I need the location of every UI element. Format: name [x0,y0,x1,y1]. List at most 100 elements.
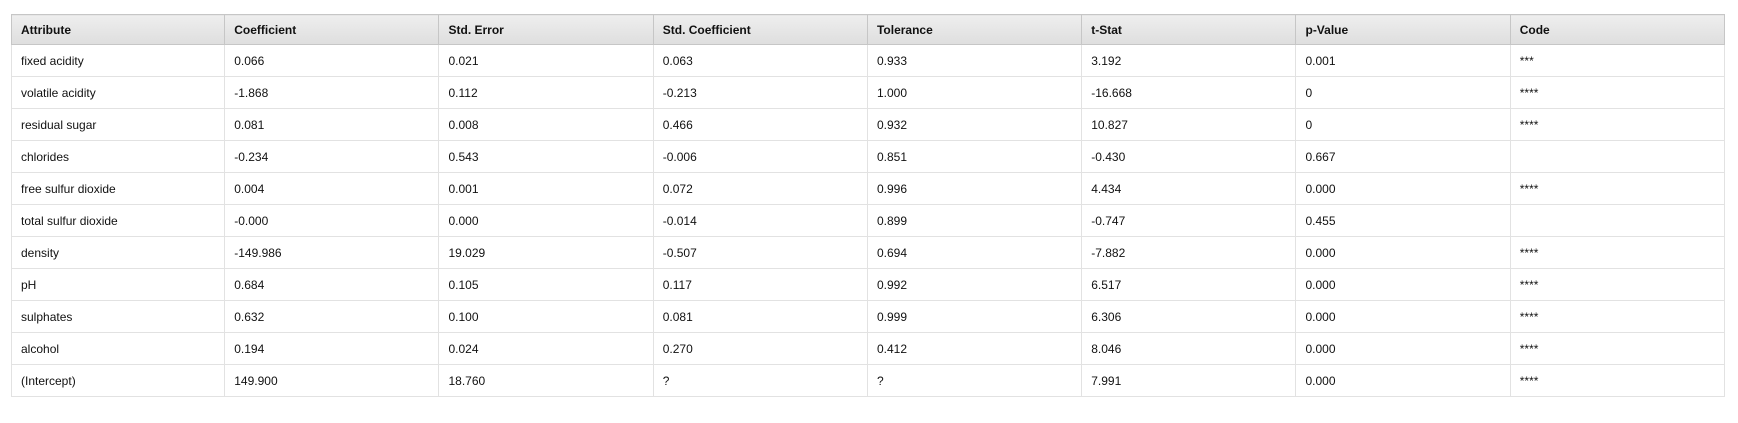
table-row[interactable]: pH 0.684 0.105 0.117 0.992 6.517 0.000 **** [10,268,1726,301]
tolerance-cell: 0.412 [866,332,1083,365]
column-header-std-error[interactable]: Std. Error [438,14,654,45]
p-value-cell: 0 [1295,108,1511,141]
column-header-coefficient[interactable]: Coefficient [224,14,440,45]
p-value-cell: 0.000 [1295,172,1511,205]
p-value-cell: 0.000 [1295,268,1511,301]
t-stat-cell: 6.306 [1081,300,1297,333]
attribute-cell: density [10,236,226,269]
t-stat-cell: -0.430 [1081,140,1297,173]
std-coefficient-cell: -0.014 [652,204,868,237]
code-cell: *** [1509,44,1726,77]
column-header-code[interactable]: Code [1509,14,1726,45]
t-stat-cell: 8.046 [1081,332,1297,365]
std-error-cell: 0.105 [438,268,654,301]
std-coefficient-cell: 0.081 [652,300,868,333]
tolerance-cell: 0.996 [866,172,1083,205]
p-value-cell: 0.000 [1295,300,1511,333]
coefficient-cell: 0.684 [224,268,440,301]
column-header-attribute[interactable]: Attribute [10,14,226,45]
tolerance-cell: ? [866,364,1083,397]
p-value-cell: 0.667 [1295,140,1511,173]
column-header-t-stat[interactable]: t-Stat [1081,14,1297,45]
coefficient-cell: 0.066 [224,44,440,77]
table-row[interactable]: sulphates 0.632 0.100 0.081 0.999 6.306 0.000 *… [10,300,1726,333]
tolerance-cell: 0.694 [866,236,1083,269]
attribute-cell: free sulfur dioxide [10,172,226,205]
coefficient-cell: 0.632 [224,300,440,333]
t-stat-cell: -0.747 [1081,204,1297,237]
table-row[interactable]: alcohol 0.194 0.024 0.270 0.412 8.046 0.000 ***… [10,332,1726,365]
coefficient-cell: 0.081 [224,108,440,141]
tolerance-cell: 0.899 [866,204,1083,237]
t-stat-cell: 3.192 [1081,44,1297,77]
tolerance-cell: 0.992 [866,268,1083,301]
table-row[interactable]: chlorides -0.234 0.543 -0.006 0.851 -0.430 0.6… [10,140,1726,173]
table-row[interactable]: density -149.986 19.029 -0.507 0.694 -7.882 0.… [10,236,1726,269]
std-coefficient-cell: ? [652,364,868,397]
p-value-cell: 0.000 [1295,364,1511,397]
tolerance-cell: 0.933 [866,44,1083,77]
table-row[interactable]: (Intercept) 149.900 18.760?? 7.991 0.000 **** [10,364,1726,397]
attribute-cell: fixed acidity [10,44,226,77]
std-error-cell: 0.021 [438,44,654,77]
std-coefficient-cell: -0.507 [652,236,868,269]
coefficient-cell: 0.194 [224,332,440,365]
std-error-cell: 19.029 [438,236,654,269]
table-row[interactable]: volatile acidity -1.868 0.112 -0.213 1.000 -1… [10,76,1726,109]
coefficient-cell: -1.868 [224,76,440,109]
attribute-cell: residual sugar [10,108,226,141]
coefficient-cell: 149.900 [224,364,440,397]
std-coefficient-cell: 0.466 [652,108,868,141]
table-body: fixed acidity 0.066 0.021 0.063 0.933 3.192 0.… [10,44,1726,397]
t-stat-cell: -7.882 [1081,236,1297,269]
std-coefficient-cell: -0.213 [652,76,868,109]
t-stat-cell: 6.517 [1081,268,1297,301]
coefficient-cell: -0.234 [224,140,440,173]
code-cell: **** [1509,300,1726,333]
table-row[interactable]: total sulfur dioxide -0.000 0.000 -0.014 0.8… [10,204,1726,237]
std-error-cell: 0.008 [438,108,654,141]
column-header-p-value[interactable]: p-Value [1295,14,1511,45]
code-cell: **** [1509,364,1726,397]
table-row[interactable]: fixed acidity 0.066 0.021 0.063 0.933 3.192 0.… [10,44,1726,77]
column-header-tolerance[interactable]: Tolerance [866,14,1083,45]
t-stat-cell: 4.434 [1081,172,1297,205]
p-value-cell: 0.455 [1295,204,1511,237]
tolerance-cell: 0.999 [866,300,1083,333]
attribute-cell: chlorides [10,140,226,173]
std-error-cell: 0.543 [438,140,654,173]
std-coefficient-cell: -0.006 [652,140,868,173]
attribute-cell: total sulfur dioxide [10,204,226,237]
code-cell: **** [1509,76,1726,109]
table-row[interactable]: residual sugar 0.081 0.008 0.466 0.932 10.827… [10,108,1726,141]
table-header-row: Attribute Coefficient Std. Error Std. Co… [10,14,1726,45]
code-cell: **** [1509,268,1726,301]
code-cell: **** [1509,108,1726,141]
t-stat-cell: 10.827 [1081,108,1297,141]
std-coefficient-cell: 0.063 [652,44,868,77]
std-error-cell: 0.024 [438,332,654,365]
std-coefficient-cell: 0.117 [652,268,868,301]
coefficient-cell: -149.986 [224,236,440,269]
tolerance-cell: 1.000 [866,76,1083,109]
std-error-cell: 0.000 [438,204,654,237]
std-error-cell: 18.760 [438,364,654,397]
column-header-std-coefficient[interactable]: Std. Coefficient [652,14,868,45]
attribute-cell: (Intercept) [10,364,226,397]
p-value-cell: 0.000 [1295,332,1511,365]
attribute-cell: volatile acidity [10,76,226,109]
tolerance-cell: 0.851 [866,140,1083,173]
t-stat-cell: 7.991 [1081,364,1297,397]
std-coefficient-cell: 0.270 [652,332,868,365]
regression-results-table: Attribute Coefficient Std. Error Std. Co… [10,14,1726,397]
coefficient-cell: 0.004 [224,172,440,205]
coefficient-cell: -0.000 [224,204,440,237]
attribute-cell: pH [10,268,226,301]
code-cell: **** [1509,332,1726,365]
attribute-cell: sulphates [10,300,226,333]
attribute-cell: alcohol [10,332,226,365]
code-cell: **** [1509,236,1726,269]
std-error-cell: 0.001 [438,172,654,205]
table-row[interactable]: free sulfur dioxide 0.004 0.001 0.072 0.996 4… [10,172,1726,205]
